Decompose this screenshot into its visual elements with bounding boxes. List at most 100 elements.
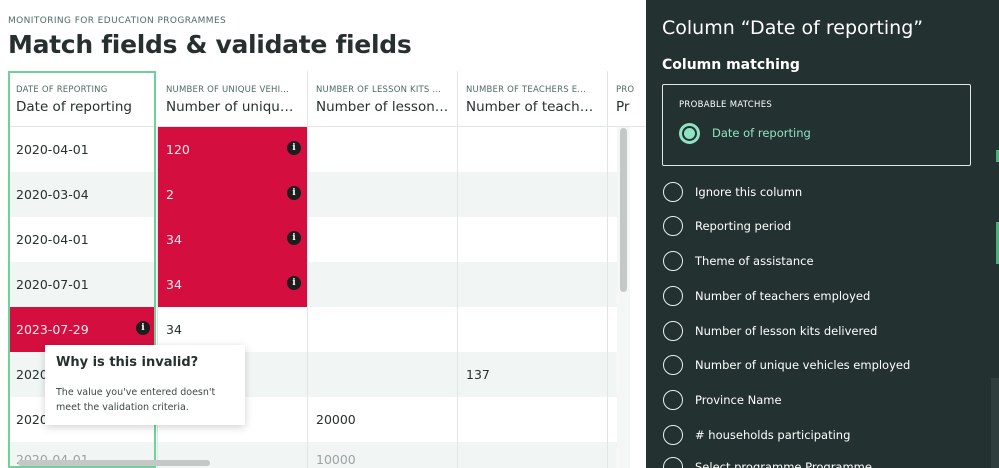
column-header-province[interactable]: PRO Pr (608, 71, 646, 127)
radio-option-province[interactable]: Province Name (663, 389, 782, 410)
radio-option-teachers[interactable]: Number of teachers employed (663, 285, 870, 306)
cell-lesson-kits[interactable]: 10000 (316, 452, 356, 467)
cell-vehicles-invalid[interactable]: 34 i (158, 217, 307, 262)
cell-lesson-kits[interactable] (308, 172, 458, 217)
data-grid: DATE OF REPORTING Date of reporting NUMB… (8, 71, 646, 468)
column-divider (607, 127, 608, 468)
page-eyebrow: MONITORING FOR EDUCATION PROGRAMMES (8, 16, 227, 26)
main-area: MONITORING FOR EDUCATION PROGRAMMES Matc… (8, 16, 646, 468)
radio-option-label: # households participating (695, 427, 851, 442)
column-divider (307, 127, 308, 468)
cell-teachers[interactable] (458, 217, 608, 262)
column-header-label: Pr (616, 99, 630, 115)
cell-teachers[interactable] (458, 262, 608, 307)
radio-option-label: Province Name (695, 392, 782, 407)
edge-indicator (996, 222, 999, 264)
cell-lesson-kits[interactable] (308, 352, 458, 397)
info-icon[interactable]: i (287, 141, 301, 155)
radio-option-date-of-reporting[interactable]: Date of reporting (679, 122, 811, 144)
radio-icon[interactable] (663, 456, 683, 468)
radio-icon[interactable] (663, 250, 683, 271)
radio-option-label: Ignore this column (695, 184, 803, 199)
validation-tooltip: Why is this invalid? The value you've en… (45, 345, 245, 425)
info-icon[interactable]: i (287, 276, 301, 290)
column-header-lesson-kits[interactable]: NUMBER OF LESSON KITS ... Number of less… (308, 71, 458, 127)
cell-date[interactable]: 2020 (16, 367, 48, 382)
cell-teachers[interactable]: 137 (466, 367, 490, 382)
radio-icon[interactable] (663, 389, 683, 410)
table-row: 2020-04-01 34 i (8, 217, 628, 262)
panel-scroll-track[interactable] (985, 0, 999, 468)
probable-matches-box: PROBABLE MATCHES Date of reporting (662, 84, 971, 166)
radio-option-reporting-period[interactable]: Reporting period (663, 215, 791, 236)
cell-teachers[interactable] (458, 307, 608, 352)
header-divider (8, 126, 646, 127)
radio-icon[interactable] (663, 424, 683, 445)
radio-option-households[interactable]: # households participating (663, 424, 850, 445)
vertical-scrollbar[interactable] (620, 128, 627, 292)
cell-date[interactable]: 2020-07-01 (16, 277, 89, 292)
radio-option-label: Reporting period (695, 218, 792, 233)
column-header-label: Date of reporting (16, 99, 132, 115)
cell-date[interactable]: 2020 (16, 412, 48, 427)
column-header-sub: DATE OF REPORTING (16, 85, 108, 95)
radio-option-label: Date of reporting (712, 126, 811, 140)
radio-option-label: Number of unique vehicles employed (695, 357, 911, 372)
radio-option-programme[interactable]: Select programme Programme (663, 456, 872, 468)
cell-date-invalid[interactable]: 2023-07-29 i (8, 307, 156, 352)
cell-lesson-kits[interactable] (308, 307, 458, 352)
cell-date[interactable]: 2020-03-04 (16, 187, 89, 202)
cell-lesson-kits[interactable]: 20000 (316, 412, 356, 427)
info-icon[interactable]: i (136, 321, 150, 335)
radio-icon[interactable] (663, 320, 683, 341)
radio-icon[interactable] (663, 181, 683, 202)
panel-scrollbar[interactable] (991, 378, 999, 468)
radio-option-vehicles[interactable]: Number of unique vehicles employed (663, 354, 910, 375)
cell-value: 34 (166, 277, 182, 292)
cell-vehicles[interactable]: 34 (166, 322, 182, 337)
cell-vehicles-invalid[interactable]: 2 i (158, 172, 307, 217)
column-header-label: Number of teacher... (466, 99, 601, 115)
panel-title: Column “Date of reporting” (662, 17, 924, 39)
cell-teachers[interactable] (458, 127, 608, 172)
column-header-sub: NUMBER OF UNIQUE VEHI... (166, 85, 290, 95)
column-header-teachers[interactable]: NUMBER OF TEACHERS E... Number of teache… (458, 71, 608, 127)
cell-lesson-kits[interactable] (308, 262, 458, 307)
column-header-vehicles[interactable]: NUMBER OF UNIQUE VEHI... Number of uniqu… (158, 71, 308, 127)
column-header-sub: NUMBER OF TEACHERS E... (466, 85, 587, 95)
column-header-label: Number of unique ... (166, 99, 301, 115)
column-panel: Column “Date of reporting” Column matchi… (646, 0, 985, 468)
cell-lesson-kits[interactable] (308, 127, 458, 172)
info-icon[interactable]: i (287, 186, 301, 200)
page-title: Match fields & validate fields (8, 30, 412, 59)
radio-icon[interactable] (663, 215, 683, 236)
table-row: 2020 20000 (8, 397, 628, 442)
radio-selected-icon[interactable] (679, 122, 700, 144)
radio-option-theme[interactable]: Theme of assistance (663, 250, 814, 271)
cell-value: 2023-07-29 (16, 322, 89, 337)
radio-option-lesson-kits[interactable]: Number of lesson kits delivered (663, 320, 877, 341)
radio-option-label: Number of teachers employed (695, 288, 871, 303)
column-header-label: Number of lesson k... (316, 99, 451, 115)
column-divider (457, 127, 458, 468)
cell-date[interactable]: 2020-04-01 (16, 232, 89, 247)
horizontal-scrollbar[interactable] (18, 460, 210, 466)
radio-option-ignore[interactable]: Ignore this column (663, 181, 802, 202)
table-row: 2023-07-29 i 34 (8, 307, 628, 352)
radio-icon[interactable] (663, 354, 683, 375)
cell-lesson-kits[interactable] (308, 217, 458, 262)
cell-value: 34 (166, 232, 182, 247)
radio-icon[interactable] (663, 285, 683, 306)
probable-matches-label: PROBABLE MATCHES (679, 100, 773, 110)
cell-teachers[interactable] (458, 172, 608, 217)
column-header-date[interactable]: DATE OF REPORTING Date of reporting (8, 71, 156, 127)
cell-date[interactable]: 2020-04-01 (16, 142, 89, 157)
cell-vehicles-invalid[interactable]: 120 i (158, 127, 307, 172)
tooltip-title: Why is this invalid? (56, 355, 199, 370)
column-header-sub: PRO (616, 85, 635, 95)
cell-value: 2 (166, 187, 174, 202)
cell-vehicles-invalid[interactable]: 34 i (158, 262, 307, 307)
radio-option-label: Select programme Programme (695, 459, 872, 468)
cell-teachers[interactable] (458, 397, 608, 442)
info-icon[interactable]: i (287, 231, 301, 245)
